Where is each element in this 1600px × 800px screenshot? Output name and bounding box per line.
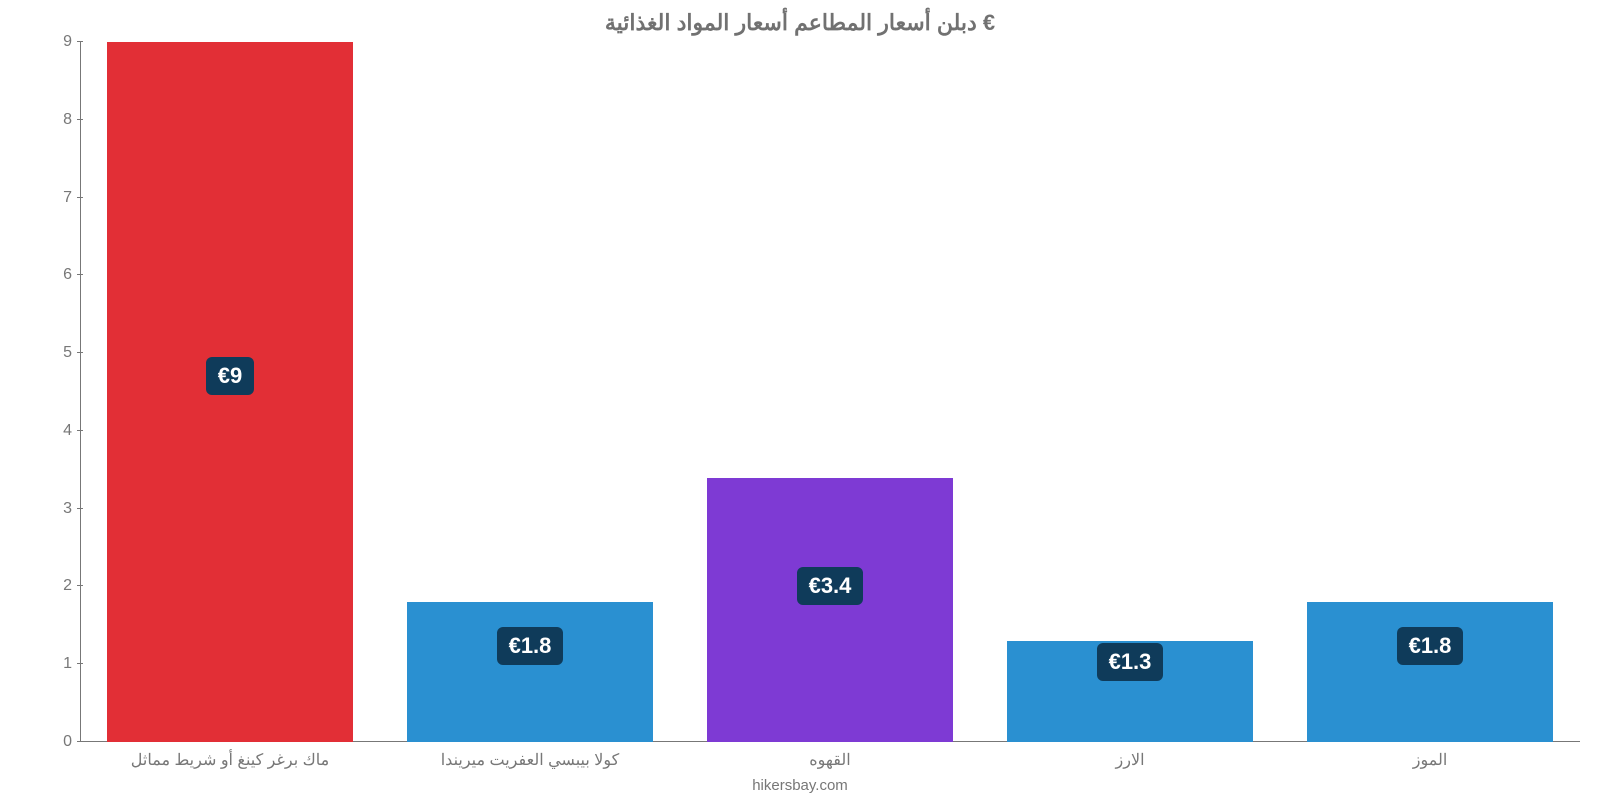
x-axis-label: الموز xyxy=(1280,750,1580,770)
bars-container: €9 €1.8 €3.4 €1.3 €1.8 xyxy=(80,42,1580,742)
value-badge: €1.8 xyxy=(1397,627,1464,665)
bar: €1.8 xyxy=(1307,602,1553,742)
bar: €9 xyxy=(107,42,353,742)
y-tick-label: 2 xyxy=(63,577,72,595)
y-tick-label: 3 xyxy=(63,500,72,518)
x-axis-label: كولا بيبسي العفريت ميريندا xyxy=(380,750,680,770)
x-axis-label: الارز xyxy=(980,750,1280,770)
bar-slot: €1.3 xyxy=(980,42,1280,742)
y-tick-label: 8 xyxy=(63,111,72,129)
value-badge: €1.3 xyxy=(1097,643,1164,681)
value-badge: €3.4 xyxy=(797,567,864,605)
bar: €1.8 xyxy=(407,602,653,742)
x-axis-label: ماك برغر كينغ أو شريط مماثل xyxy=(80,750,380,770)
plot-area: 0123456789 €9€1.8€3.4€1.3€1.8 ماك برغر ك… xyxy=(50,42,1580,742)
bar-slot: €9 xyxy=(80,42,380,742)
y-tick-label: 1 xyxy=(63,655,72,673)
x-axis-label: القهوه xyxy=(680,750,980,770)
bar-slot: €1.8 xyxy=(1280,42,1580,742)
value-badge: €1.8 xyxy=(497,627,564,665)
bar: €1.3 xyxy=(1007,641,1253,742)
value-badge: €9 xyxy=(206,357,254,395)
y-tick-label: 9 xyxy=(63,33,72,51)
bar-slot: €1.8 xyxy=(380,42,680,742)
y-tick-label: 4 xyxy=(63,422,72,440)
bar: €3.4 xyxy=(707,478,953,742)
x-axis-labels: ماك برغر كينغ أو شريط مماثلكولا بيبسي ال… xyxy=(80,750,1580,770)
y-axis: 0123456789 xyxy=(50,42,80,742)
source-label: hikersbay.com xyxy=(0,777,1600,794)
y-tick-label: 0 xyxy=(63,733,72,751)
bar-slot: €3.4 xyxy=(680,42,980,742)
y-tick-label: 5 xyxy=(63,344,72,362)
y-tick-label: 7 xyxy=(63,189,72,207)
y-tick-label: 6 xyxy=(63,266,72,284)
chart-title: دبلن أسعار المطاعم أسعار المواد الغذائية… xyxy=(0,10,1600,36)
